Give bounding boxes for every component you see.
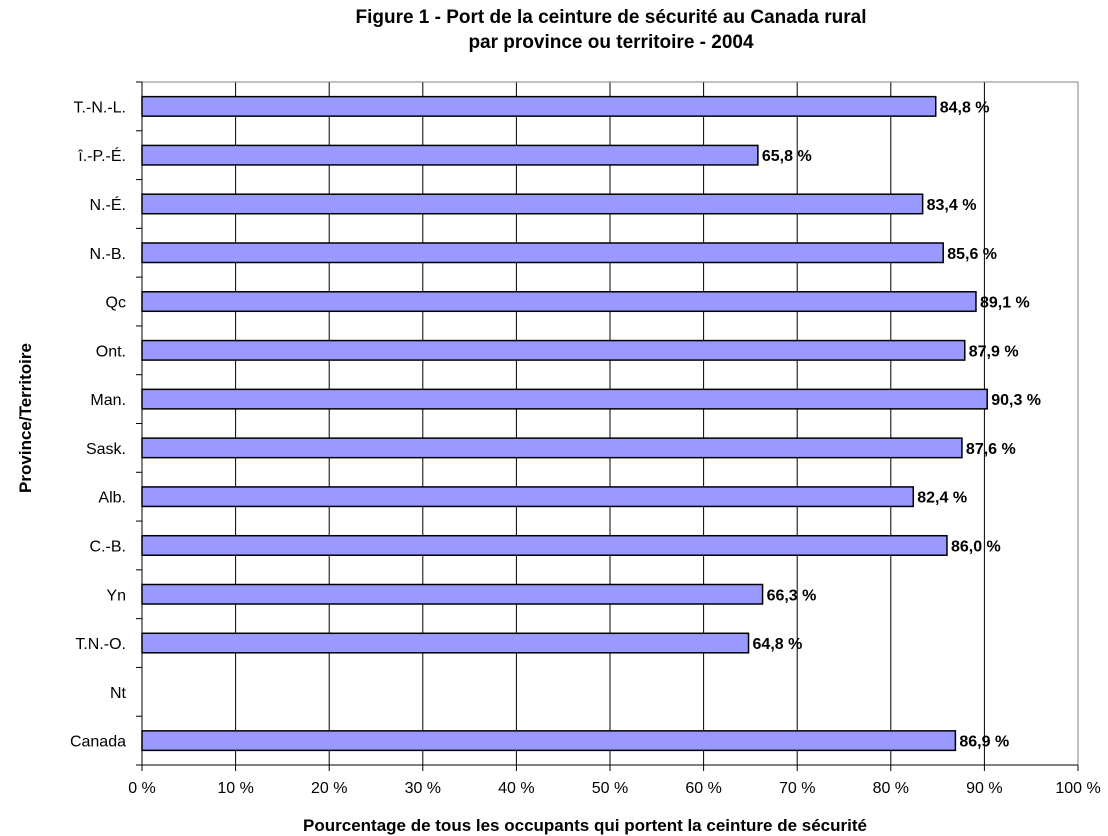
x-tick-label: 50 % <box>592 780 628 797</box>
category-label: Nt <box>110 685 127 702</box>
data-label: 66,3 % <box>767 587 817 604</box>
category-label: Ont. <box>96 343 126 360</box>
bar <box>141 534 948 556</box>
bar <box>141 291 977 313</box>
category-label: Qc <box>106 295 126 312</box>
data-label: 84,8 % <box>940 99 990 116</box>
category-label: Alb. <box>98 490 126 507</box>
x-tick-label: 10 % <box>217 780 253 797</box>
category-label: Canada <box>70 734 126 751</box>
data-label: 86,9 % <box>959 734 1009 751</box>
category-label: T.N.-O. <box>75 636 126 653</box>
chart-subtitle: par province ou territoire - 2004 <box>468 32 754 53</box>
x-tick-label: 0 % <box>128 780 156 797</box>
bar <box>141 339 966 361</box>
data-label: 87,9 % <box>969 343 1019 360</box>
x-tick-label: 70 % <box>779 780 815 797</box>
data-label: 64,8 % <box>753 636 803 653</box>
data-label: 83,4 % <box>927 197 977 214</box>
bar <box>141 583 764 605</box>
bar <box>141 632 750 654</box>
data-label: 90,3 % <box>991 392 1041 409</box>
data-label: 65,8 % <box>762 148 812 165</box>
category-label: Yn <box>106 587 126 604</box>
bar <box>141 730 957 752</box>
data-label: 82,4 % <box>917 490 967 507</box>
category-label: Man. <box>90 392 126 409</box>
data-label: 85,6 % <box>947 246 997 263</box>
x-axis-title: Pourcentage de tous les occupants qui po… <box>303 816 867 835</box>
category-label: N.-B. <box>90 246 126 263</box>
bar <box>141 486 915 508</box>
category-label: î.-P.-É. <box>77 146 126 165</box>
category-label: T.-N.-L. <box>74 99 126 116</box>
chart-title: Figure 1 - Port de la ceinture de sécuri… <box>355 7 867 28</box>
x-tick-label: 20 % <box>311 780 347 797</box>
y-axis-title: Province/Territoire <box>16 343 35 493</box>
x-tick-label: 80 % <box>873 780 909 797</box>
x-tick-label: 60 % <box>685 780 721 797</box>
bar <box>141 144 759 166</box>
x-tick-label: 30 % <box>405 780 441 797</box>
x-tick-label: 100 % <box>1055 780 1100 797</box>
bar <box>141 193 924 215</box>
x-tick-label: 90 % <box>966 780 1002 797</box>
bar <box>141 437 963 459</box>
category-label: C.-B. <box>90 538 126 555</box>
data-label: 89,1 % <box>980 295 1030 312</box>
data-label: 86,0 % <box>951 538 1001 555</box>
bar <box>141 388 988 410</box>
bar <box>141 242 944 264</box>
category-label: N.-É. <box>90 195 126 214</box>
category-label: Sask. <box>86 441 126 458</box>
data-label: 87,6 % <box>966 441 1016 458</box>
x-tick-label: 40 % <box>498 780 534 797</box>
bar <box>141 95 937 117</box>
